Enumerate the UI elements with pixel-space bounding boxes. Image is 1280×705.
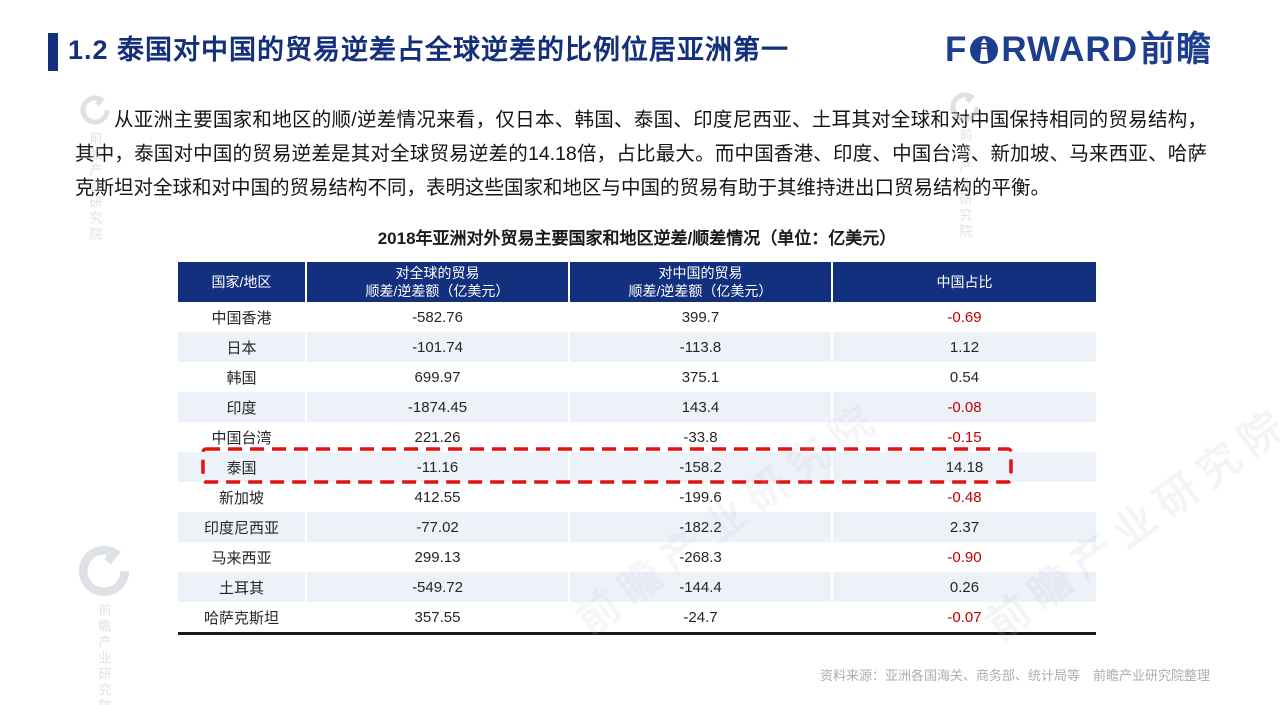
global-cell: -77.02 [306,512,570,542]
global-cell: -101.74 [306,332,570,362]
ratio-cell: 1.12 [949,338,980,356]
china-cell: -113.8 [569,332,833,362]
table-row: 土耳其 -549.72 -144.4 0.26 [178,572,1096,602]
global-cell: 412.55 [306,482,570,512]
col-header-china: 对中国的贸易 顺差/逆差额（亿美元） [569,262,833,302]
table-row: 韩国 699.97 375.1 0.54 [178,362,1096,392]
region-cell: 印度 [178,392,307,422]
ratio-cell: -0.69 [947,308,982,326]
global-cell: 357.55 [306,602,570,634]
forward-logo: F RWARD 前瞻 [945,30,1212,70]
logo-text-f: F [945,30,968,69]
source-note: 资料来源：亚洲各国海关、商务部、统计局等 前瞻产业研究院整理 [819,668,1210,683]
table-row: 哈萨克斯坦 357.55 -24.7 -0.07 [178,602,1096,634]
china-cell: 399.7 [569,302,833,332]
table-row: 日本 -101.74 -113.8 1.12 [178,332,1096,362]
forward-ring-icon [78,545,130,597]
china-cell: -33.8 [569,422,833,452]
col-header-ratio: 中国占比 [832,262,1096,302]
global-cell: 299.13 [306,542,570,572]
logo-text-cn: 前瞻 [1139,30,1212,69]
intro-paragraph: 从亚洲主要国家和地区的顺/逆差情况来看，仅日本、韩国、泰国、印度尼西亚、土耳其对… [75,109,1207,199]
ratio-cell: -0.07 [947,608,982,626]
region-cell: 马来西亚 [178,542,307,572]
ratio-cell: 0.54 [949,368,980,386]
ratio-cell: 14.18 [945,458,984,476]
ratio-cell: -0.48 [947,488,982,506]
ratio-cell: 2.37 [949,518,980,536]
table-title: 2018年亚洲对外贸易主要国家和地区逆差/顺差情况（单位：亿美元） [377,229,897,248]
region-cell: 日本 [178,332,307,362]
ratio-cell: -0.15 [947,428,982,446]
china-cell: -182.2 [569,512,833,542]
china-cell: -144.4 [569,572,833,602]
page-title: 1.2 泰国对中国的贸易逆差占全球逆差的比例位居亚洲第一 [68,35,790,65]
china-cell: -158.2 [569,452,833,482]
col-header-region: 国家/地区 [178,262,307,302]
china-cell: -199.6 [569,482,833,512]
trade-table: 国家/地区 对全球的贸易 顺差/逆差额（亿美元） 对中国的贸易 顺差/逆差额（亿… [178,262,1096,635]
table-row: 中国香港 -582.76 399.7 -0.69 [178,302,1096,332]
watermark-bottom-left: 前瞻产业研究院 [78,545,130,705]
region-cell: 印度尼西亚 [178,512,307,542]
ratio-cell: -0.90 [947,548,982,566]
global-cell: -582.76 [306,302,570,332]
region-cell: 中国香港 [178,302,307,332]
region-cell: 泰国 [178,452,307,482]
region-cell: 韩国 [178,362,307,392]
region-cell: 中国台湾 [178,422,307,452]
global-cell: -549.72 [306,572,570,602]
table-row: 印度尼西亚 -77.02 -182.2 2.37 [178,512,1096,542]
global-cell: 699.97 [306,362,570,392]
col-header-global: 对全球的贸易 顺差/逆差额（亿美元） [306,262,570,302]
region-cell: 新加坡 [178,482,307,512]
table-row-highlighted: 泰国 -11.16 -158.2 14.18 [178,452,1096,482]
global-cell: -1874.45 [306,392,570,422]
lighthouse-o-icon [970,36,999,64]
table-row: 印度 -1874.45 143.4 -0.08 [178,392,1096,422]
logo-text-rward: RWARD [1001,30,1138,69]
table-row: 马来西亚 299.13 -268.3 -0.90 [178,542,1096,572]
table-row: 新加坡 412.55 -199.6 -0.48 [178,482,1096,512]
table-header-row: 国家/地区 对全球的贸易 顺差/逆差额（亿美元） 对中国的贸易 顺差/逆差额（亿… [178,262,1096,302]
china-cell: -268.3 [569,542,833,572]
china-cell: -24.7 [569,602,833,634]
china-cell: 143.4 [569,392,833,422]
global-cell: -11.16 [306,452,570,482]
ratio-cell: 0.26 [949,578,980,596]
china-cell: 375.1 [569,362,833,392]
global-cell: 221.26 [306,422,570,452]
ratio-cell: -0.08 [947,398,982,416]
region-cell: 哈萨克斯坦 [178,602,307,634]
title-accent-bar [48,33,58,71]
trade-table-wrap: 国家/地区 对全球的贸易 顺差/逆差额（亿美元） 对中国的贸易 顺差/逆差额（亿… [178,262,1096,635]
table-row: 中国台湾 221.26 -33.8 -0.15 [178,422,1096,452]
region-cell: 土耳其 [178,572,307,602]
